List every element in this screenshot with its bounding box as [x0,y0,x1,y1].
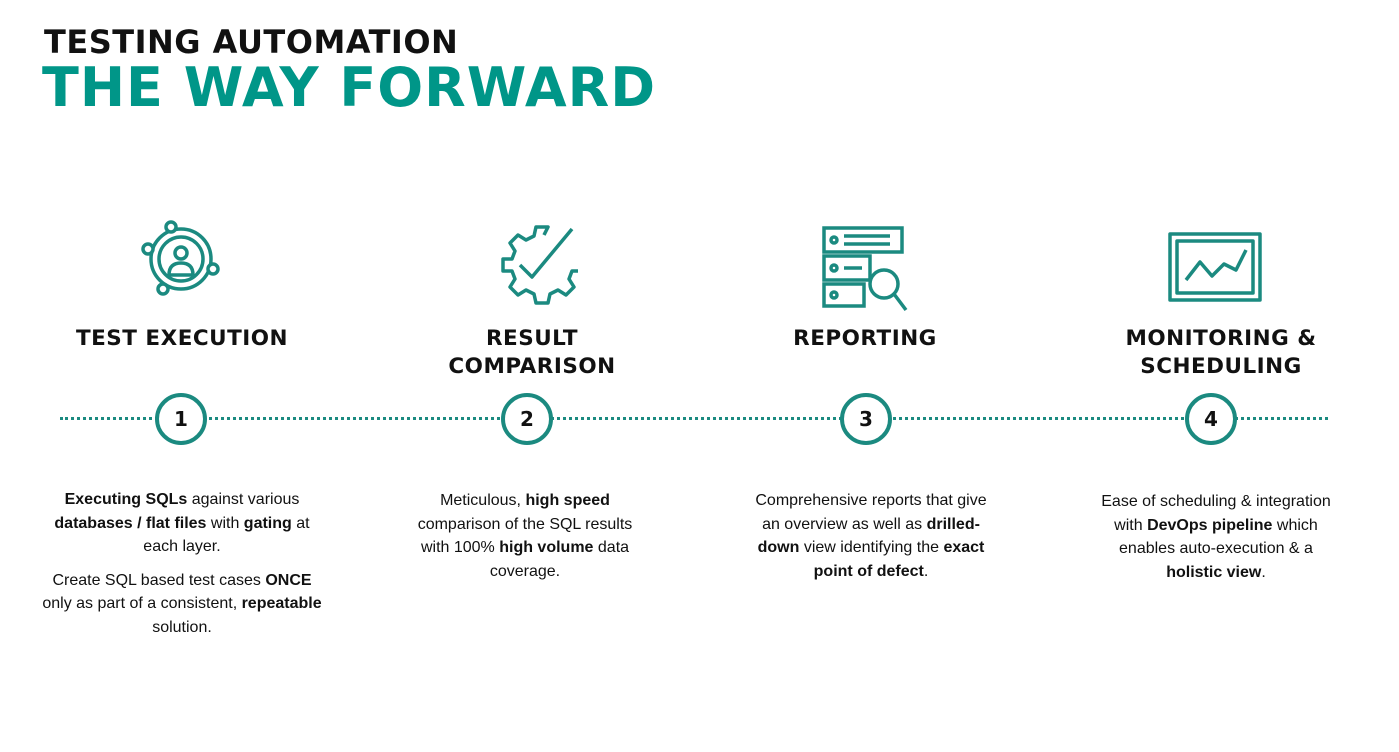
description-text: . [923,562,929,580]
description-text: Comprehensive reports that give an overv… [755,492,987,533]
step-1-description: Executing SQLs against various databases… [40,488,324,649]
step-4-badge: 4 [1185,393,1237,445]
step-2-heading-line-1: RESULT [486,326,578,351]
step-4-heading-line-1: MONITORING & [1125,326,1317,351]
description-emphasis: databases / flat files [54,514,207,532]
gear-check-icon [496,225,578,305]
description-emphasis: high speed [525,492,610,509]
description-emphasis: high volume [499,539,594,556]
description-text: which enables auto-execution & a [1119,516,1318,558]
description-emphasis: exact point of defect [813,539,985,580]
step-4-heading: MONITORING & SCHEDULING [1076,325,1366,381]
step-3-heading: REPORTING [720,325,1010,353]
description-emphasis: drilled-down [757,515,980,557]
user-network-icon [139,219,223,297]
description-text: at each layer. [143,514,310,556]
description-emphasis: gating [243,514,292,532]
step-2-heading: RESULT COMPARISON [387,325,677,381]
step-4-description: Ease of scheduling & integration with De… [1094,490,1338,594]
step-2-heading-line-2: COMPARISON [448,354,616,379]
step-1-heading: TEST EXECUTION [37,325,327,353]
step-3-heading-line-1: REPORTING [793,326,937,351]
description-emphasis: Executing SQLs [64,491,188,508]
description-emphasis: repeatable [241,595,322,612]
step-4-heading-line-2: SCHEDULING [1140,354,1302,379]
step-3-badge: 3 [840,393,892,445]
description-paragraph: Comprehensive reports that give an overv… [745,489,997,583]
description-paragraph: Meticulous, high speed comparison of the… [410,489,640,583]
title-line-2: THE WAY FORWARD [42,56,657,119]
description-text: with [206,514,244,532]
description-text: . [1261,563,1266,581]
description-text: Meticulous, [440,492,526,509]
description-text: against various [187,491,300,508]
description-text: comparison of the SQL results with 100% [417,515,633,557]
step-2-badge: 2 [501,393,553,445]
description-text: data coverage. [489,539,630,580]
description-text: only as part of a consistent, [42,595,242,612]
step-1-badge: 1 [155,393,207,445]
timeline-dotted-line [60,417,1328,420]
description-paragraph: Executing SQLs against various databases… [40,488,324,559]
step-2-description: Meticulous, high speed comparison of the… [410,489,640,593]
title-line-1: TESTING AUTOMATION [44,23,459,61]
description-text: solution. [152,618,212,636]
monitor-chart-icon [1168,232,1262,302]
description-emphasis: ONCE [265,571,312,589]
description-text: view identifying the [799,539,944,556]
description-paragraph: Create SQL based test cases ONCE only as… [40,569,324,640]
step-3-description: Comprehensive reports that give an overv… [745,489,997,593]
description-paragraph: Ease of scheduling & integration with De… [1094,490,1338,584]
report-search-icon [822,226,908,314]
description-text: Ease of scheduling & integration with [1101,493,1331,534]
description-emphasis: DevOps pipeline [1147,516,1273,534]
description-text: Create SQL based test cases [52,571,266,589]
description-emphasis: holistic view [1166,563,1262,581]
step-1-heading-line-1: TEST EXECUTION [75,326,289,351]
